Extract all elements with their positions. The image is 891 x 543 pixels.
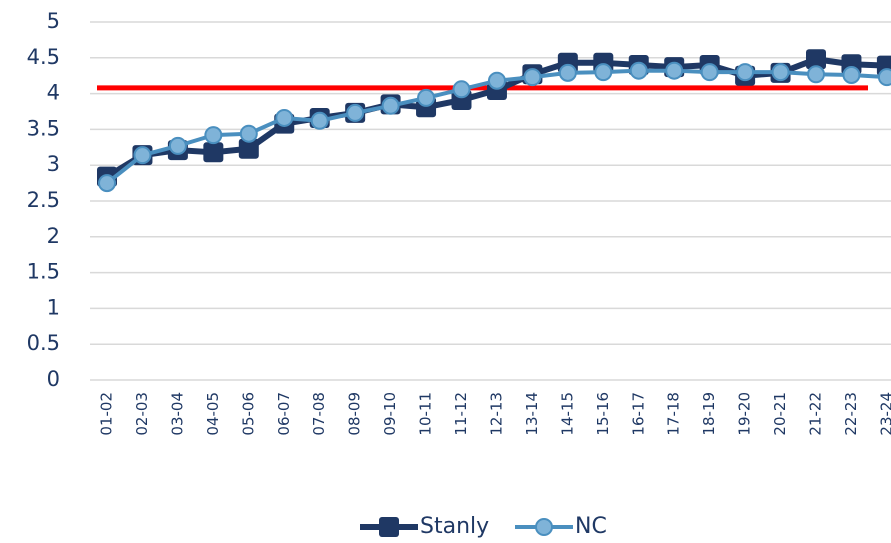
data-point <box>700 63 719 82</box>
legend-label: Stanly <box>420 514 489 539</box>
data-point <box>736 63 755 82</box>
y-tick-label: 2 <box>47 224 60 248</box>
data-point <box>558 63 577 82</box>
data-point <box>238 138 259 159</box>
data-point <box>771 63 790 82</box>
legend-label: NC <box>575 514 607 539</box>
x-tick-label: 18-19 <box>700 392 718 436</box>
x-tick-label: 03-04 <box>168 392 186 436</box>
data-point <box>168 136 187 155</box>
y-tick-label: 3.5 <box>27 116 60 140</box>
y-tick-label: 2.5 <box>27 188 60 212</box>
y-tick-label: 0.5 <box>27 331 60 355</box>
x-tick-label: 14-15 <box>558 392 576 436</box>
x-tick-label: 11-12 <box>452 392 470 436</box>
x-tick-label: 13-14 <box>523 392 541 436</box>
data-point <box>842 65 861 84</box>
x-tick-label: 09-10 <box>381 392 399 436</box>
x-tick-label: 22-23 <box>842 392 860 436</box>
data-point <box>487 71 506 90</box>
data-point <box>523 68 542 87</box>
x-tick-label: 01-02 <box>98 392 116 436</box>
x-tick-label: 21-22 <box>807 392 825 436</box>
x-tick-label: 05-06 <box>239 392 257 436</box>
data-point <box>275 108 294 127</box>
x-tick-label: 16-17 <box>629 392 647 436</box>
x-tick-label: 07-08 <box>310 392 328 436</box>
data-point <box>417 88 436 107</box>
y-tick-label: 1 <box>47 295 60 319</box>
data-point <box>452 80 471 99</box>
legend-marker <box>379 517 399 537</box>
x-tick-label: 23-24 <box>877 392 891 436</box>
data-point <box>204 126 223 145</box>
y-tick-label: 5 <box>47 9 60 33</box>
data-point <box>98 174 116 193</box>
y-tick-label: 4.5 <box>27 45 60 69</box>
data-point <box>381 96 400 115</box>
data-point <box>310 111 329 130</box>
data-point <box>806 49 826 70</box>
data-point <box>239 124 258 143</box>
y-tick-label: 0 <box>47 367 60 391</box>
data-point <box>877 68 891 87</box>
data-point <box>133 146 152 165</box>
x-tick-label: 15-16 <box>594 392 612 436</box>
y-tick-label: 4 <box>47 81 60 105</box>
legend-marker <box>535 518 553 536</box>
data-point <box>807 65 825 84</box>
data-point <box>203 142 224 163</box>
x-tick-label: 02-03 <box>133 392 151 436</box>
x-tick-label: 17-18 <box>665 392 683 436</box>
data-point <box>594 63 613 82</box>
data-point <box>629 61 648 80</box>
x-tick-label: 04-05 <box>204 392 222 436</box>
x-tick-label: 12-13 <box>487 392 505 436</box>
x-tick-label: 20-21 <box>771 392 789 436</box>
x-tick-label: 08-09 <box>346 392 364 436</box>
data-point <box>346 103 365 122</box>
x-tick-label: 10-11 <box>417 392 435 436</box>
data-point <box>665 61 684 80</box>
y-tick-label: 3 <box>47 152 60 176</box>
x-tick-label: 19-20 <box>736 392 754 436</box>
y-tick-label: 1.5 <box>27 260 60 284</box>
x-tick-label: 06-07 <box>275 392 293 436</box>
